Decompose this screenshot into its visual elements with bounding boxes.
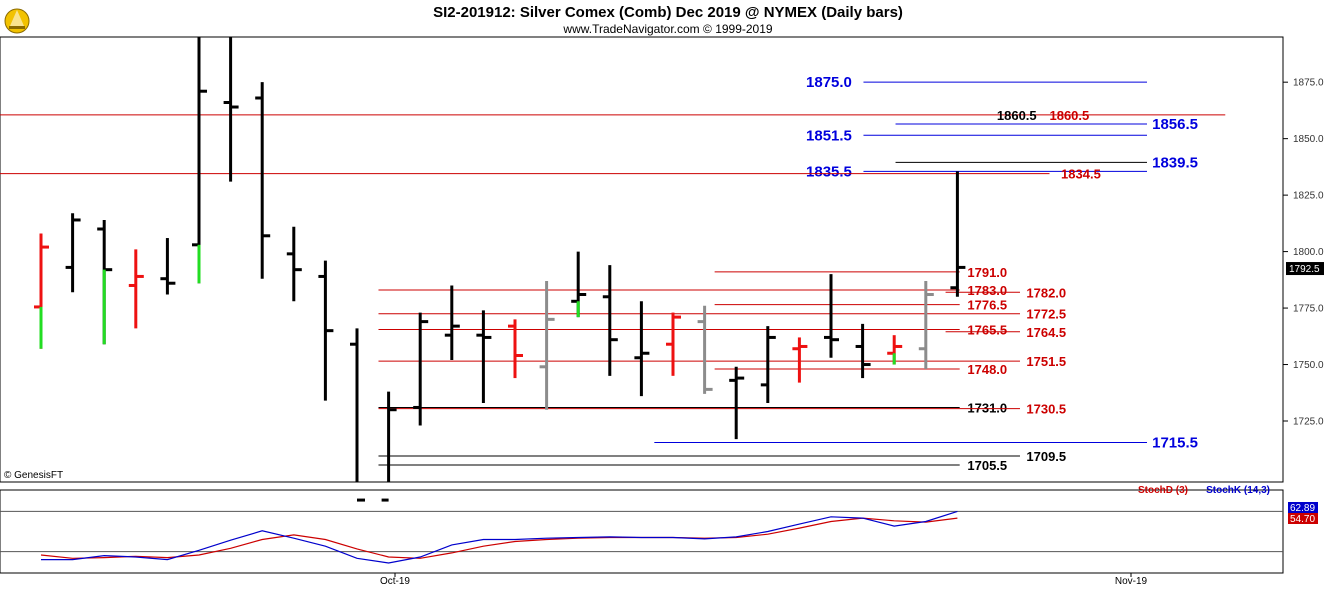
level-label: 1875.0 (806, 74, 852, 91)
ohlc-bar (97, 219, 113, 345)
legend-stoch-d: StochD (3) (1138, 485, 1188, 496)
ohlc-bar (950, 171, 966, 297)
ohlc-bar (318, 260, 334, 401)
last-price-marker: 1792.5 (1286, 262, 1324, 276)
price-bars (34, 37, 966, 502)
level-label: 1835.5 (806, 163, 852, 180)
ohlc-bar (918, 280, 934, 370)
x-label-oct: Oct-19 (380, 576, 410, 587)
stoch-k-value: 62.89 (1290, 503, 1315, 514)
stoch-k-line (41, 510, 958, 564)
ohlc-bar (760, 326, 776, 403)
ohlc-bar (824, 274, 839, 358)
level-label: 1834.5 (1061, 167, 1101, 182)
logo-icon (4, 8, 30, 34)
ohlc-bar (855, 323, 871, 379)
ohlc-bar (286, 226, 302, 302)
stoch-k-value-box (1288, 502, 1318, 513)
last-price-label: 1792.5 (1289, 264, 1320, 275)
ohlc-bar (160, 238, 176, 295)
level-label: 1748.0 (967, 362, 1007, 377)
level-label: 1839.5 (1152, 154, 1198, 171)
price-panel (0, 36, 1284, 483)
ohlc-bar (128, 249, 144, 329)
ohlc-bar (65, 213, 81, 293)
watermark: © GenesisFT (4, 470, 63, 481)
ohlc-bar (255, 82, 271, 279)
ohlc-bar (666, 312, 681, 376)
ohlc-bar (34, 233, 49, 349)
ohlc-bar (634, 301, 650, 397)
ohlc-bar (223, 37, 239, 182)
ohlc-bar (381, 391, 397, 502)
stoch-d-line (40, 517, 958, 559)
y-tick-label: 1850.0 (1293, 134, 1324, 145)
level-label: 1782.0 (1026, 285, 1066, 300)
level-label: 1730.5 (1026, 402, 1066, 417)
ohlc-bar (350, 328, 365, 502)
ohlc-bar (539, 280, 555, 410)
level-label: 1765.5 (967, 323, 1007, 338)
level-lines: 1875.0 1860.5 1860.5 1856.5 1851.5 1839.5 1835… (0, 74, 1226, 473)
x-label-nov: Nov-19 (1115, 576, 1148, 587)
level-label: 1783.0 (967, 283, 1007, 298)
stoch-d-value: 54.70 (1290, 514, 1315, 525)
stochastic-panel (0, 489, 1284, 574)
ohlc-bar (192, 37, 207, 284)
stochastic-lines (0, 510, 1283, 564)
ohlc-bar (792, 337, 808, 383)
level-label: 1856.5 (1152, 116, 1198, 133)
level-label: 1764.5 (1026, 325, 1066, 340)
level-label: 1715.5 (1152, 434, 1198, 451)
level-label: 1772.5 (1026, 307, 1066, 322)
ohlc-bar (476, 310, 492, 403)
level-label: 1705.5 (967, 458, 1007, 473)
level-label: 1709.5 (1026, 449, 1066, 464)
level-label: 1851.5 (806, 127, 852, 144)
ohlc-bar (729, 366, 745, 440)
y-tick-label: 1775.0 (1293, 304, 1324, 315)
level-label: 1860.5 (1049, 108, 1089, 123)
ohlc-bar (887, 335, 903, 365)
y-tick-label: 1875.0 (1293, 78, 1324, 89)
ohlc-bar (697, 305, 713, 394)
legend-stoch-k: StochK (14,3) (1206, 485, 1270, 496)
y-tick-label: 1800.0 (1293, 247, 1324, 258)
y-tick-label: 1725.0 (1293, 417, 1324, 428)
ohlc-bar (444, 285, 460, 361)
ohlc-bar (602, 265, 618, 376)
y-tick-label: 1750.0 (1293, 360, 1324, 371)
level-label: 1791.0 (967, 265, 1007, 280)
ohlc-bar (508, 319, 523, 379)
level-label: 1776.5 (967, 298, 1007, 313)
ohlc-bar (571, 251, 587, 318)
chart-subtitle: www.TradeNavigator.com © 1999-2019 (562, 22, 772, 36)
stoch-d-value-box (1288, 513, 1318, 524)
y-axis: 1725.0 1750.0 1775.0 1800.0 1825.0 1850.0 1875… (1283, 78, 1324, 428)
level-label: 1751.5 (1026, 354, 1066, 369)
level-label: 1860.5 (997, 108, 1037, 123)
ohlc-bar (413, 312, 429, 426)
level-label: 1731.0 (967, 400, 1007, 415)
chart-title: SI2-201912: Silver Comex (Comb) Dec 2019… (433, 4, 903, 21)
y-tick-label: 1825.0 (1293, 191, 1324, 202)
